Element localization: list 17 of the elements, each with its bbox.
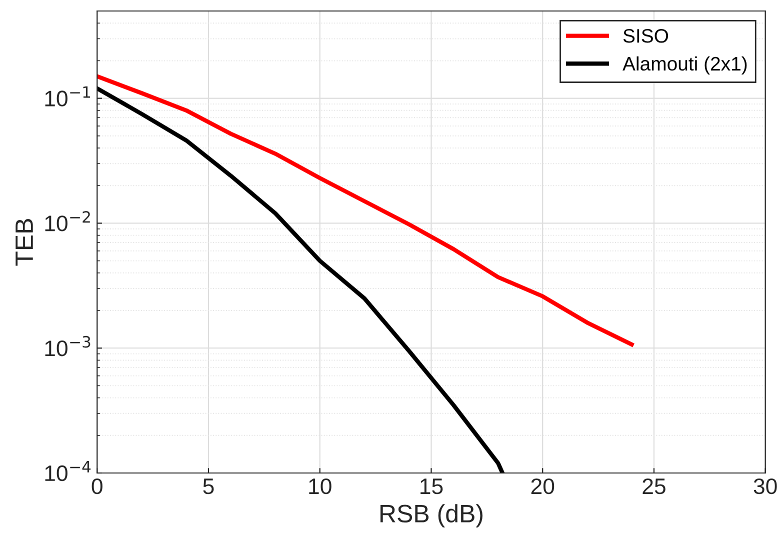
line-series: [97, 86, 505, 473]
y-tick-label: 10$^{−1}$: [45, 86, 90, 106]
legend-label: Alamouti (2x1): [622, 56, 747, 74]
x-tick-label: 5: [203, 478, 214, 494]
legend-label: SISO: [623, 29, 668, 43]
x-tick-label: 0: [92, 478, 102, 494]
y-axis-title: TEB: [16, 219, 33, 266]
x-tick-label: 15: [420, 478, 443, 494]
x-tick-label: 25: [642, 478, 666, 494]
x-axis-title: RSB (dB): [380, 504, 482, 528]
line-series: [97, 74, 634, 347]
x-tick-label: 10: [309, 478, 332, 494]
x-tick-label: 30: [754, 478, 777, 494]
y-tick-label: 10$^{−4}$: [45, 461, 91, 482]
x-tick-label: 20: [531, 478, 554, 494]
y-tick-label: 10$^{−2}$: [45, 211, 90, 232]
y-tick-label: 10$^{−3}$: [45, 336, 90, 356]
